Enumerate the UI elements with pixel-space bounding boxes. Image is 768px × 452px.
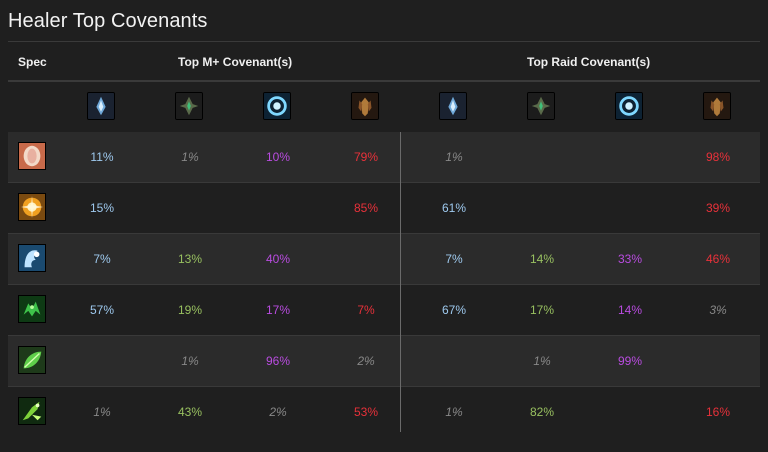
mplus-venthyr-value: 53%: [353, 405, 379, 419]
table-row: 57% 19% 17% 7% 67% 17% 14% 3%: [8, 284, 760, 335]
mplus-kyrian-value: 7%: [93, 252, 111, 266]
raid-night-fae-value: [600, 132, 660, 182]
mplus-venthyr-value: [336, 234, 396, 284]
restoration-druid-icon: [18, 346, 46, 374]
raid-kyrian-value: 7%: [445, 252, 463, 266]
raid-column-header: Top Raid Covenant(s): [527, 55, 651, 69]
raid-venthyr-value: 98%: [705, 150, 731, 164]
raid-venthyr-value: [688, 336, 748, 386]
mplus-kyrian-value: 1%: [93, 405, 111, 419]
mplus-necrolord-value: 43%: [177, 405, 203, 419]
venthyr-icon: [703, 92, 731, 120]
table-row: 15% 85% 61% 39%: [8, 182, 760, 233]
discipline-priest-icon: [18, 142, 46, 170]
kyrian-icon: [87, 92, 115, 120]
raid-venthyr-value: 3%: [709, 303, 727, 317]
holy-paladin-icon: [18, 193, 46, 221]
mplus-venthyr-value: 7%: [357, 303, 375, 317]
mplus-necrolord-value: 1%: [181, 354, 199, 368]
mplus-raid-divider: [400, 132, 401, 432]
table-body: 11% 1% 10% 79% 1% 98% 15% 85% 61% 39% 7%…: [8, 132, 760, 437]
covenant-icon-row: [8, 82, 760, 132]
mplus-necrolord-value: [160, 183, 220, 233]
table-row: 7% 13% 40% 7% 14% 33% 46%: [8, 233, 760, 284]
mplus-night-fae-value: [248, 183, 308, 233]
raid-venthyr-value: 46%: [705, 252, 731, 266]
raid-necrolord-value: 82%: [529, 405, 555, 419]
raid-kyrian-value: 1%: [445, 405, 463, 419]
table-row: 1% 96% 2% 1% 99%: [8, 335, 760, 386]
mplus-kyrian-value: [72, 336, 132, 386]
title-divider: [8, 41, 760, 42]
raid-kyrian-value: [424, 336, 484, 386]
mplus-venthyr-value: 85%: [353, 201, 379, 215]
mplus-night-fae-value: 40%: [265, 252, 291, 266]
raid-night-fae-value: 99%: [617, 354, 643, 368]
raid-night-fae-value: 14%: [617, 303, 643, 317]
table-header: Spec Top M+ Covenant(s) Top Raid Covenan…: [8, 42, 760, 80]
mplus-night-fae-value: 2%: [269, 405, 287, 419]
raid-kyrian-value: 67%: [441, 303, 467, 317]
raid-necrolord-value: [512, 183, 572, 233]
raid-venthyr-value: 16%: [705, 405, 731, 419]
mplus-necrolord-value: 13%: [177, 252, 203, 266]
mplus-kyrian-value: 15%: [89, 201, 115, 215]
mplus-venthyr-value: 2%: [357, 354, 375, 368]
raid-night-fae-value: [600, 183, 660, 233]
venthyr-icon: [351, 92, 379, 120]
mplus-column-header: Top M+ Covenant(s): [178, 55, 293, 69]
necrolord-icon: [527, 92, 555, 120]
mplus-night-fae-value: 17%: [265, 303, 291, 317]
raid-necrolord-value: [512, 132, 572, 182]
necrolord-icon: [175, 92, 203, 120]
mplus-kyrian-value: 11%: [90, 150, 114, 164]
mplus-necrolord-value: 1%: [181, 150, 199, 164]
raid-night-fae-value: [600, 387, 660, 437]
raid-kyrian-value: 1%: [445, 150, 463, 164]
mplus-kyrian-value: 57%: [89, 303, 115, 317]
kyrian-icon: [439, 92, 467, 120]
raid-necrolord-value: 14%: [529, 252, 555, 266]
preservation-druid-icon: [18, 295, 46, 323]
mplus-night-fae-value: 10%: [265, 150, 291, 164]
restoration-shaman-icon: [18, 244, 46, 272]
spec-column-header: Spec: [18, 55, 47, 69]
raid-kyrian-value: 61%: [441, 201, 467, 215]
table-row: 1% 43% 2% 53% 1% 82% 16%: [8, 386, 760, 437]
mplus-necrolord-value: 19%: [177, 303, 203, 317]
mplus-venthyr-value: 79%: [353, 150, 379, 164]
raid-night-fae-value: 33%: [617, 252, 643, 266]
raid-necrolord-value: 17%: [529, 303, 555, 317]
mistweaver-monk-icon: [18, 397, 46, 425]
page-title: Healer Top Covenants: [8, 10, 208, 32]
mplus-night-fae-value: 96%: [265, 354, 291, 368]
night-fae-icon: [615, 92, 643, 120]
raid-venthyr-value: 39%: [705, 201, 731, 215]
header-divider: [8, 80, 760, 82]
raid-necrolord-value: 1%: [533, 354, 551, 368]
table-row: 11% 1% 10% 79% 1% 98%: [8, 132, 760, 182]
night-fae-icon: [263, 92, 291, 120]
